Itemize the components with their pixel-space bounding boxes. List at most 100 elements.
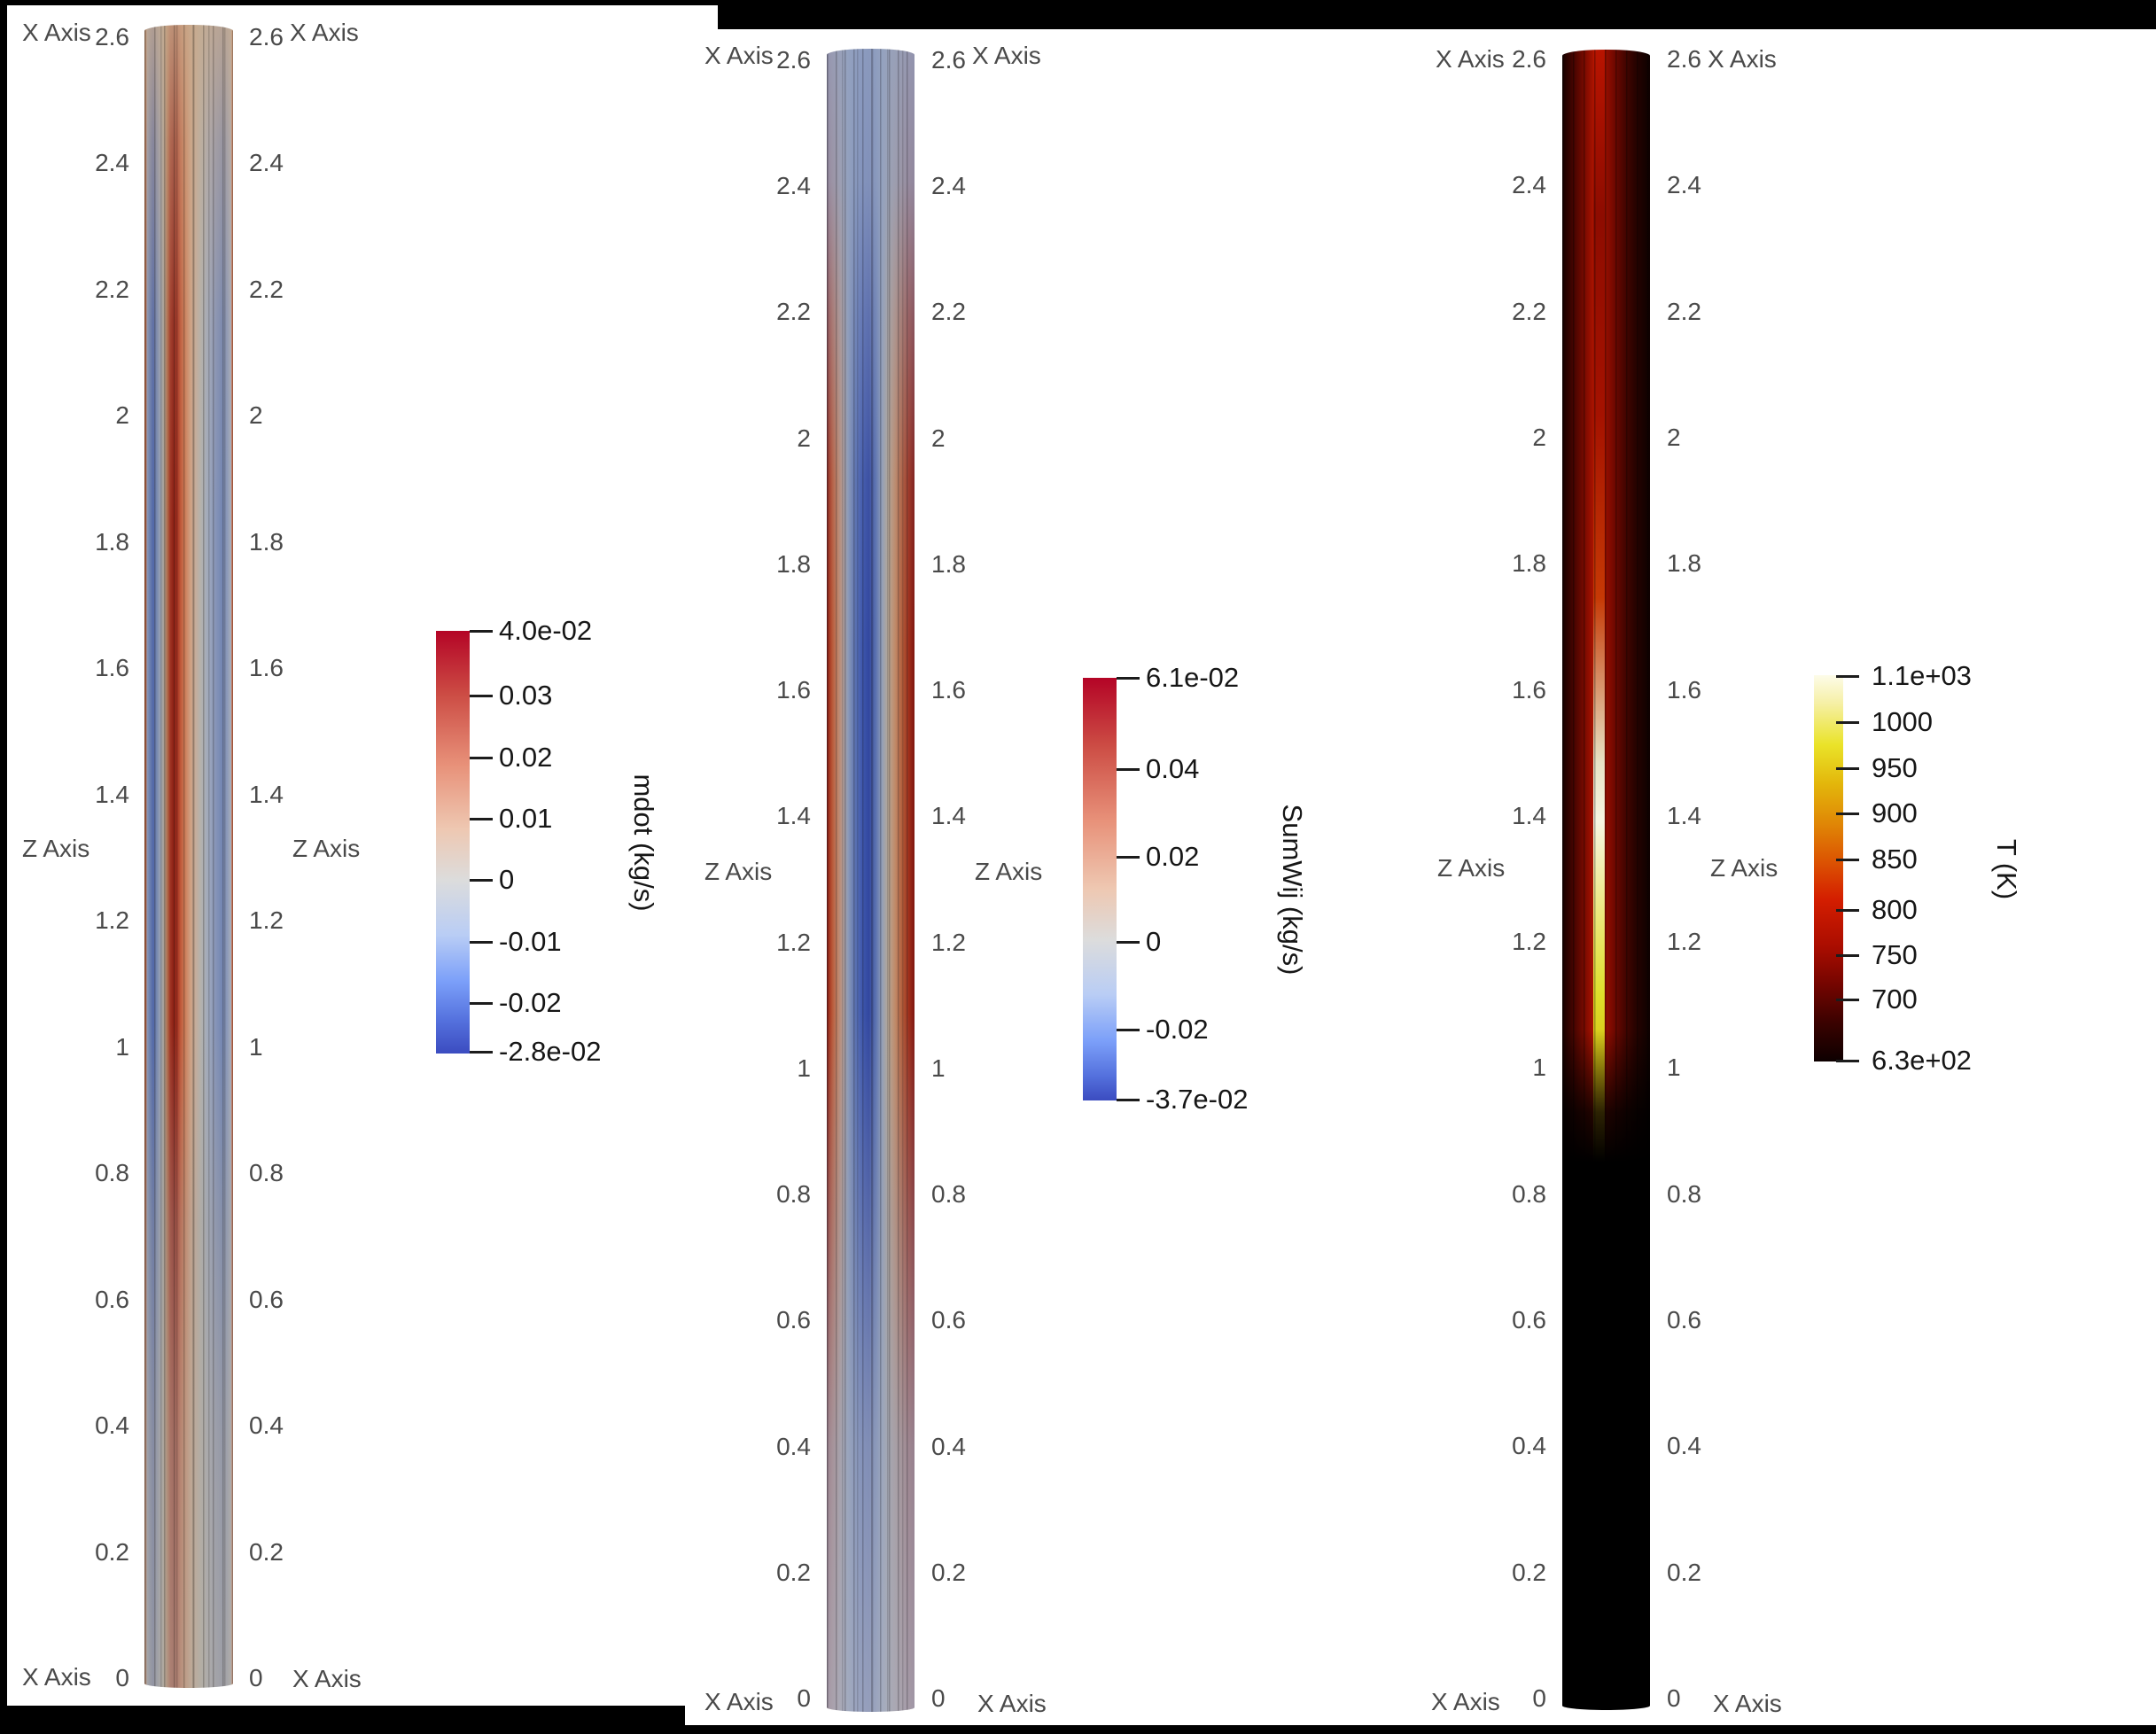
colorbar-tick-label: 0.03 bbox=[499, 680, 553, 711]
colorbar-tick-mark bbox=[1836, 859, 1859, 861]
z-tick-label: 1.6 bbox=[95, 654, 129, 681]
z-tick-label: 0.8 bbox=[776, 1180, 811, 1208]
x-axis-label-top-right: X Axis bbox=[972, 42, 1041, 69]
z-tick-label: 0.6 bbox=[931, 1306, 966, 1334]
z-tick-label: 1.4 bbox=[1667, 802, 1701, 829]
z-tick-label: 0.2 bbox=[776, 1559, 811, 1586]
z-tick-label: 2 bbox=[1532, 424, 1546, 451]
colorbar-tick-label: -0.01 bbox=[499, 926, 562, 957]
x-axis-label-bottom-left: X Axis bbox=[22, 1663, 91, 1691]
z-tick-label: 1.2 bbox=[931, 929, 966, 956]
z-tick-label: 1.6 bbox=[249, 654, 284, 681]
z-tick-label: 2.2 bbox=[249, 276, 284, 303]
colorbar-tick-mark bbox=[470, 695, 493, 697]
colorbar-tick-mark bbox=[1836, 954, 1859, 957]
z-tick-label: 1.6 bbox=[1512, 676, 1546, 704]
x-axis-label-top-right: X Axis bbox=[290, 19, 359, 46]
x-axis-label-bottom-right: X Axis bbox=[977, 1690, 1047, 1717]
z-tick-label: 0 bbox=[249, 1664, 263, 1691]
z-tick-label: 1.4 bbox=[1512, 802, 1546, 829]
z-tick-label: 1.8 bbox=[95, 528, 129, 556]
z-tick-label: 0.8 bbox=[931, 1180, 966, 1208]
colorbar-gradient-temperature bbox=[1814, 675, 1843, 1061]
colorbar-tick-mark bbox=[470, 941, 493, 944]
colorbar-tick-label: 1000 bbox=[1872, 706, 1933, 737]
z-tick-label: 0 bbox=[115, 1664, 129, 1691]
field-rod-sumwij bbox=[827, 49, 915, 1712]
z-tick-label: 2.4 bbox=[95, 149, 129, 176]
z-tick-label: 0.8 bbox=[1667, 1180, 1701, 1208]
colorbar-tick-label: 750 bbox=[1872, 939, 1918, 970]
z-tick-label: 2.2 bbox=[95, 276, 129, 303]
colorbar-tick-label: 0.04 bbox=[1146, 753, 1200, 784]
colorbar-tick-label: 900 bbox=[1872, 797, 1918, 828]
x-axis-label-top-left: X Axis bbox=[1436, 45, 1505, 73]
z-tick-label: 1 bbox=[797, 1054, 811, 1082]
z-tick-label: 2 bbox=[249, 401, 263, 429]
colorbar-tick-label: 0.01 bbox=[499, 803, 553, 834]
z-tick-label: 1 bbox=[115, 1033, 129, 1061]
colorbar-tick-label: 700 bbox=[1872, 984, 1918, 1015]
colorbar-tick-mark bbox=[470, 818, 493, 820]
colorbar-tick-label: -0.02 bbox=[499, 987, 562, 1018]
z-tick-label: 2.2 bbox=[1667, 298, 1701, 325]
z-tick-label: 1.8 bbox=[1512, 549, 1546, 577]
colorbar-tick-label: -3.7e-02 bbox=[1146, 1084, 1249, 1115]
colorbar-tick-mark bbox=[1836, 675, 1859, 678]
colorbar-tick-mark bbox=[1117, 677, 1140, 680]
z-tick-label: 0.6 bbox=[776, 1306, 811, 1334]
z-tick-label: 2.4 bbox=[931, 172, 966, 199]
z-tick-label: 0 bbox=[797, 1684, 811, 1712]
colorbar-tick-mark bbox=[1836, 767, 1859, 770]
z-tick-label: 0.8 bbox=[249, 1159, 284, 1186]
x-axis-label-bottom-right: X Axis bbox=[292, 1665, 362, 1692]
z-tick-label: 2 bbox=[1667, 424, 1681, 451]
z-tick-label: 2.6 bbox=[1512, 45, 1546, 73]
z-tick-label: 1.4 bbox=[249, 781, 284, 808]
z-tick-label: 2.6 bbox=[776, 46, 811, 74]
z-tick-label: 2 bbox=[115, 401, 129, 429]
colorbar-tick-label: 4.0e-02 bbox=[499, 615, 593, 646]
z-tick-label: 2.2 bbox=[776, 298, 811, 325]
z-tick-label: 0.2 bbox=[1512, 1559, 1546, 1586]
z-tick-label: 1 bbox=[1667, 1054, 1681, 1081]
z-tick-label: 2.6 bbox=[1667, 45, 1701, 73]
z-tick-label: 1.8 bbox=[249, 528, 284, 556]
z-tick-label: 2.6 bbox=[931, 46, 966, 74]
z-tick-label: 0.6 bbox=[95, 1286, 129, 1313]
x-axis-label-top-right: X Axis bbox=[1708, 45, 1777, 73]
z-tick-label: 0.6 bbox=[249, 1286, 284, 1313]
colorbar-tick-mark bbox=[470, 630, 493, 633]
colorbar-tick-mark bbox=[1117, 768, 1140, 771]
z-tick-label: 1 bbox=[1532, 1054, 1546, 1081]
z-tick-label: 1.2 bbox=[95, 906, 129, 934]
field-rod-temperature bbox=[1562, 50, 1650, 1710]
z-tick-label: 0.2 bbox=[95, 1538, 129, 1566]
z-tick-label: 0.4 bbox=[1512, 1432, 1546, 1459]
z-tick-label: 2.2 bbox=[1512, 298, 1546, 325]
z-tick-label: 2.4 bbox=[1512, 171, 1546, 198]
colorbar-tick-label: 850 bbox=[1872, 844, 1918, 875]
colorbar-tick-mark bbox=[1117, 941, 1140, 944]
z-axis-label-left: Z Axis bbox=[1437, 854, 1506, 882]
field-rod-mdot bbox=[144, 25, 233, 1688]
colorbar-tick-mark bbox=[470, 1051, 493, 1054]
z-tick-label: 1.4 bbox=[95, 781, 129, 808]
z-tick-label: 1 bbox=[931, 1054, 946, 1082]
z-tick-label: 2 bbox=[797, 424, 811, 452]
x-axis-label-bottom-right: X Axis bbox=[1713, 1690, 1782, 1717]
z-tick-label: 2.2 bbox=[931, 298, 966, 325]
z-tick-label: 1.6 bbox=[776, 676, 811, 704]
x-axis-label-bottom-left: X Axis bbox=[704, 1688, 774, 1715]
colorbar-title-sumwij: SumWij (kg/s) bbox=[1277, 804, 1308, 976]
z-tick-label: 0 bbox=[931, 1684, 946, 1712]
z-tick-label: 0 bbox=[1667, 1684, 1681, 1712]
z-tick-label: 0.6 bbox=[1667, 1306, 1701, 1334]
colorbar-tick-mark bbox=[1117, 1029, 1140, 1031]
z-axis-label-right: Z Axis bbox=[975, 858, 1043, 885]
colorbar-tick-label: -0.02 bbox=[1146, 1014, 1209, 1045]
colorbar-tick-mark bbox=[1836, 909, 1859, 912]
colorbar-tick-label: 0.02 bbox=[499, 742, 553, 773]
z-tick-label: 2.4 bbox=[249, 149, 284, 176]
z-tick-label: 0.8 bbox=[1512, 1180, 1546, 1208]
